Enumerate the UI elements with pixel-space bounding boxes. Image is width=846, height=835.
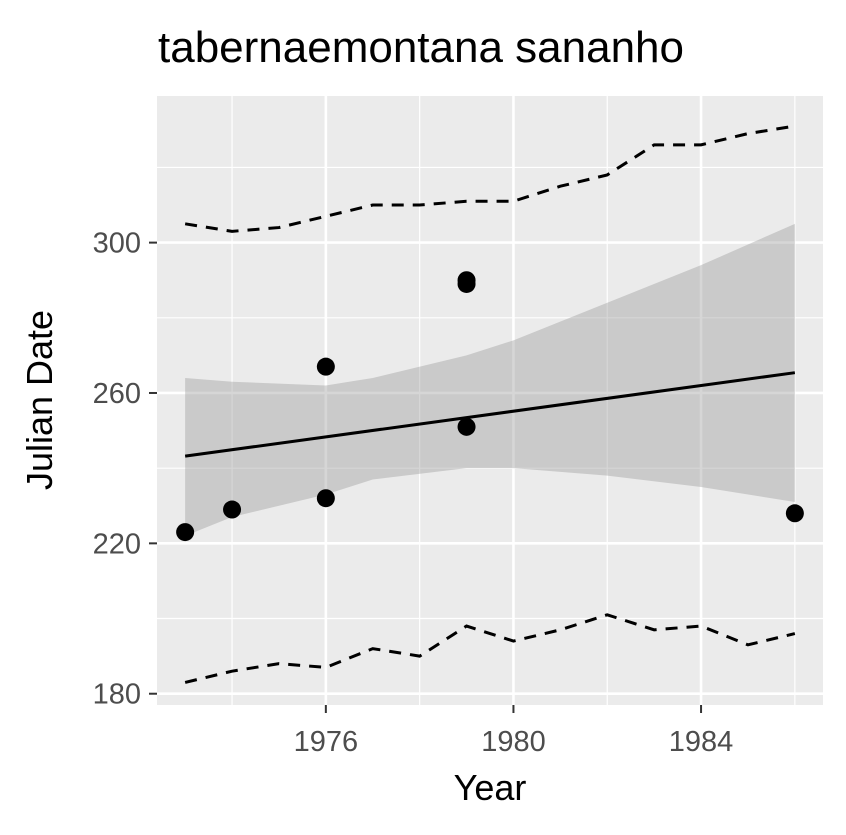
data-point — [223, 500, 242, 519]
data-point — [785, 504, 804, 523]
x-axis: 1976 1980 1984 — [294, 705, 734, 758]
data-point — [457, 271, 476, 290]
x-tick-label: 1980 — [481, 726, 546, 758]
y-axis-title: Julian Date — [19, 310, 60, 490]
data-points — [176, 271, 804, 542]
y-tick-label: 260 — [93, 378, 141, 410]
y-tick-label: 180 — [93, 679, 141, 711]
x-axis-title: Year — [454, 767, 527, 808]
data-point — [316, 489, 335, 508]
y-tick-label: 220 — [93, 528, 141, 560]
trend-line — [184, 371, 796, 458]
data-point — [176, 523, 195, 542]
data-point — [457, 417, 476, 436]
chart-title: tabernaemontana sananho — [158, 23, 684, 72]
grid-minor — [157, 96, 823, 705]
y-tick-label: 300 — [93, 228, 141, 260]
lower-dashed-line — [184, 613, 796, 684]
x-tick-label: 1984 — [669, 726, 734, 758]
data-point — [316, 357, 335, 376]
x-tick-label: 1976 — [294, 726, 359, 758]
grid-major — [157, 96, 823, 705]
confidence-band — [185, 223, 795, 536]
plot-panel — [157, 96, 823, 705]
y-axis: 180 220 260 300 — [93, 228, 157, 711]
